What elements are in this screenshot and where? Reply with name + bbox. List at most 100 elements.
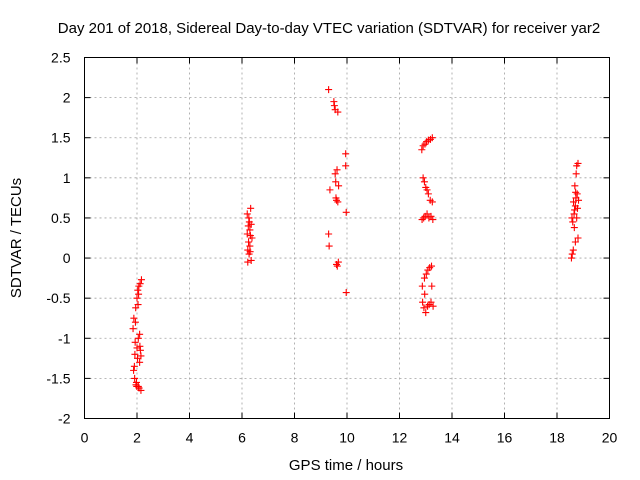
y-tick-label: -2 (58, 411, 71, 427)
data-point (331, 170, 339, 178)
data-point (571, 182, 579, 190)
data-point (332, 178, 340, 186)
data-point (418, 146, 426, 154)
data-point (247, 256, 255, 264)
data-point (243, 230, 251, 238)
data-points (129, 86, 583, 394)
data-point (136, 342, 144, 350)
plot-frame (84, 57, 610, 419)
data-point (134, 301, 142, 309)
data-point (130, 314, 138, 322)
data-point (248, 234, 256, 242)
data-point (420, 304, 428, 312)
x-tick-label: 12 (392, 430, 408, 446)
data-point (574, 234, 582, 242)
chart-title: Day 201 of 2018, Sidereal Day-to-day VTE… (58, 20, 600, 37)
x-tick-label: 10 (339, 430, 355, 446)
data-point (421, 290, 429, 298)
x-tick-label: 18 (549, 430, 565, 446)
data-point (246, 248, 254, 256)
data-point (427, 298, 435, 306)
data-point (333, 262, 341, 270)
data-point (424, 190, 432, 198)
data-point (428, 198, 436, 206)
data-point (335, 182, 343, 190)
data-point (130, 366, 138, 374)
y-axis-label: SDTVAR / TECUs (8, 178, 25, 298)
data-point (418, 216, 426, 224)
y-tick-label: 0.5 (51, 210, 71, 226)
data-point (419, 142, 427, 150)
data-point (244, 222, 252, 230)
data-point (325, 230, 333, 238)
y-tick-label: -0.5 (46, 290, 70, 306)
data-point (247, 204, 255, 212)
data-point (333, 196, 340, 204)
data-point (131, 338, 139, 346)
data-point (570, 224, 578, 232)
data-point (428, 282, 436, 290)
x-tick-label: 14 (444, 430, 460, 446)
data-point (570, 198, 578, 206)
x-tick-label: 0 (81, 430, 89, 446)
data-point (571, 238, 579, 246)
x-tick-label: 6 (238, 430, 246, 446)
data-point (245, 238, 253, 246)
data-point (131, 374, 139, 382)
data-point (572, 170, 580, 178)
data-point (136, 330, 144, 338)
x-tick-label: 4 (186, 430, 194, 446)
data-point (342, 162, 350, 170)
data-point (419, 298, 427, 306)
data-point (137, 386, 145, 394)
data-point (134, 286, 142, 294)
data-point (244, 258, 252, 266)
grid (84, 57, 610, 419)
data-point (325, 242, 333, 250)
x-tick-label: 2 (133, 430, 141, 446)
x-axis-label: GPS time / hours (289, 457, 403, 474)
data-point (134, 334, 142, 342)
data-point (567, 254, 575, 262)
data-point (334, 198, 342, 206)
data-point (133, 382, 141, 390)
data-point (419, 174, 427, 182)
data-point (423, 186, 431, 194)
data-point (569, 218, 577, 226)
data-point (573, 190, 581, 198)
data-point (325, 86, 333, 94)
x-tick-labels: 0 2 4 6 8 10 12 14 16 18 20 (81, 430, 618, 446)
y-tick-label: 1.5 (51, 130, 71, 146)
y-tick-label: 1 (63, 170, 71, 186)
data-point (422, 309, 430, 317)
x-tick-label: 20 (602, 430, 618, 446)
data-point (575, 196, 583, 204)
data-point (568, 250, 576, 258)
data-point (428, 134, 436, 142)
data-point (420, 274, 428, 282)
data-point (136, 358, 144, 366)
data-point (326, 186, 334, 194)
data-point (571, 206, 579, 214)
data-point (333, 166, 341, 174)
data-point (573, 214, 581, 222)
data-point (572, 188, 580, 196)
x-tick-label: 8 (291, 430, 299, 446)
data-point (245, 214, 253, 222)
data-point (243, 210, 251, 218)
data-point (428, 262, 436, 270)
data-point (342, 289, 350, 297)
data-point (247, 220, 255, 228)
data-point (342, 150, 350, 158)
y-tick-label: 2 (63, 90, 71, 106)
data-point (129, 325, 137, 333)
data-point (135, 290, 143, 298)
data-point (131, 318, 139, 326)
data-point (574, 159, 582, 167)
y-tick-label: -1 (58, 330, 71, 346)
y-tick-label: -1.5 (46, 370, 70, 386)
data-point (330, 102, 338, 110)
data-point (137, 276, 145, 284)
data-point (136, 280, 144, 288)
data-point (420, 178, 428, 186)
